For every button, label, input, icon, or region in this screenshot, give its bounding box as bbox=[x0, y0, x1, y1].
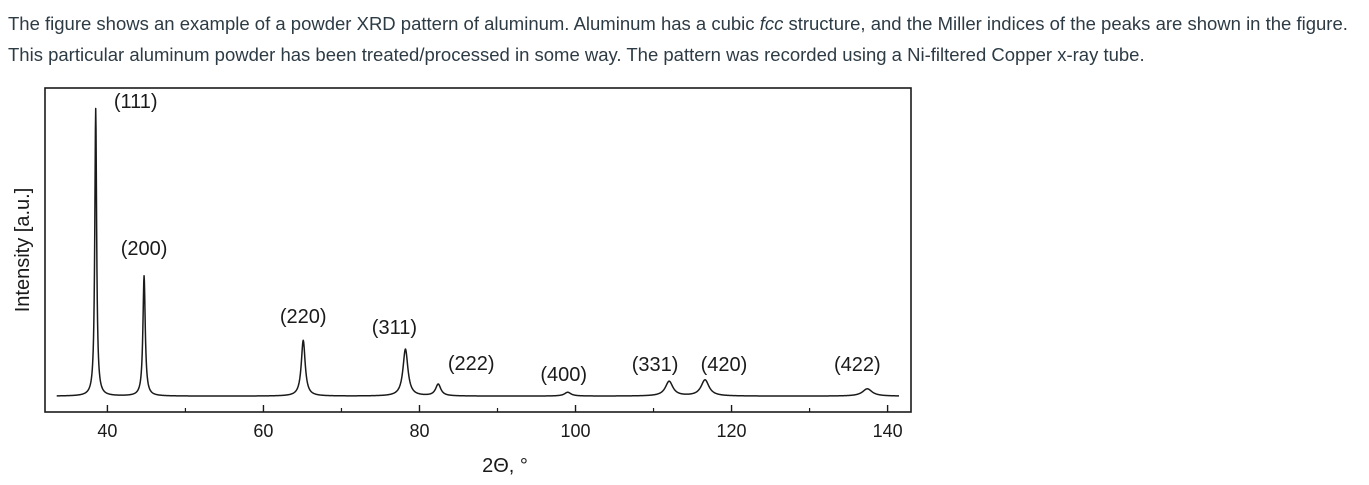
peak-label-422: (422) bbox=[834, 354, 881, 376]
x-axis-label: 2Θ, ° bbox=[482, 455, 528, 477]
x-tick-label-80: 80 bbox=[409, 421, 429, 441]
peak-label-222: (222) bbox=[448, 353, 495, 375]
plot-frame bbox=[44, 87, 912, 413]
x-axis-tick-labels: 40 60 80 100 120 140 bbox=[97, 421, 902, 441]
peak-label-200: (200) bbox=[121, 238, 168, 260]
figure-description: The figure shows an example of a powder … bbox=[8, 8, 1363, 70]
x-tick-label-40: 40 bbox=[97, 421, 117, 441]
description-emphasis: fcc bbox=[759, 13, 784, 34]
x-tick-label-120: 120 bbox=[717, 421, 747, 441]
peak-labels: (111) (200) (220) (311) (222) (400) (331) (420)… bbox=[114, 91, 881, 386]
peak-label-331: (331) bbox=[632, 354, 679, 376]
y-axis-label: Intensity [a.u.] bbox=[12, 188, 34, 313]
x-axis-ticks bbox=[106, 405, 889, 412]
description-text-2: structure, and the Miller indices of the… bbox=[8, 13, 1348, 65]
x-tick-label-60: 60 bbox=[253, 421, 273, 441]
xrd-pattern-line bbox=[56, 107, 900, 397]
peak-label-220: (220) bbox=[280, 306, 327, 328]
x-tick-label-140: 140 bbox=[873, 421, 903, 441]
peak-label-111: (111) bbox=[114, 91, 158, 113]
peak-label-400: (400) bbox=[540, 364, 587, 386]
xrd-chart: 40 60 80 100 120 140 (111) (200) (220) (311) (222… bbox=[12, 87, 912, 477]
description-text-1: The figure shows an example of a powder … bbox=[8, 13, 760, 34]
peak-label-311: (311) bbox=[372, 317, 417, 339]
peak-label-420: (420) bbox=[701, 354, 748, 376]
x-tick-label-100: 100 bbox=[560, 421, 590, 441]
